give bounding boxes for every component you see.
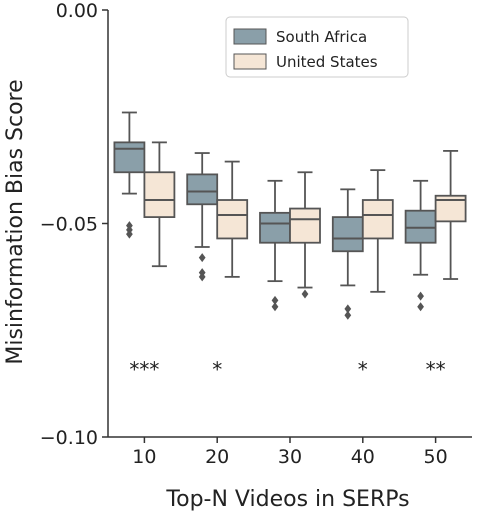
box-united-states-30 xyxy=(289,171,321,299)
x-tick-label: 10 xyxy=(132,446,156,468)
x-tick-label: 50 xyxy=(424,446,448,468)
y-tick-label: −0.05 xyxy=(40,214,98,236)
y-ticks: 0.00 −0.05 −0.10 xyxy=(40,0,108,449)
box-body xyxy=(259,211,291,244)
legend: South Africa United States xyxy=(225,16,409,78)
box-body xyxy=(289,207,321,244)
box-body xyxy=(143,171,176,218)
box-body xyxy=(404,209,437,244)
outlier-point xyxy=(198,253,206,263)
y-axis-label: Misinformation Bias Score xyxy=(3,79,28,364)
legend-frame xyxy=(225,16,409,78)
significance-label: * xyxy=(212,358,222,382)
box-south-africa-30 xyxy=(259,179,291,312)
outlier-point xyxy=(344,304,352,314)
outlier-point xyxy=(301,289,309,299)
outlier-point xyxy=(198,272,206,282)
box-groups xyxy=(113,111,467,320)
box-body xyxy=(216,199,249,240)
legend-label-united-states: United States xyxy=(276,53,378,71)
significance-label: ** xyxy=(426,358,446,382)
x-tick-label: 20 xyxy=(205,446,229,468)
outlier-point xyxy=(417,302,424,312)
box-body xyxy=(361,199,394,240)
significance-label: *** xyxy=(129,358,159,382)
box-united-states-10 xyxy=(143,141,176,268)
box-united-states-50 xyxy=(434,150,467,280)
outlier-point xyxy=(344,310,352,320)
box-south-africa-40 xyxy=(331,188,364,320)
outlier-point xyxy=(271,302,279,312)
box-body xyxy=(331,216,364,253)
outlier-point xyxy=(126,229,133,239)
x-tick-label: 30 xyxy=(278,446,302,468)
y-tick-label: −0.10 xyxy=(40,427,98,449)
box-united-states-40 xyxy=(361,169,394,293)
box-body xyxy=(186,173,219,206)
x-axis-label: Top-N Videos in SERPs xyxy=(165,487,409,512)
outlier-point xyxy=(271,295,279,305)
significance-label: * xyxy=(358,358,368,382)
legend-swatch-united-states xyxy=(233,53,267,70)
box-body xyxy=(113,141,146,174)
x-ticks: 10 20 30 40 50 xyxy=(132,437,448,468)
x-tick-label: 40 xyxy=(351,446,375,468)
legend-label-south-africa: South Africa xyxy=(276,28,367,46)
outlier-point xyxy=(417,291,424,301)
box-south-africa-10 xyxy=(113,111,146,239)
box-south-africa-20 xyxy=(186,152,219,282)
significance-markers: *** * * ** xyxy=(129,358,445,382)
y-tick-label: 0.00 xyxy=(56,0,98,22)
legend-swatch-south-africa xyxy=(233,28,267,45)
box-united-states-20 xyxy=(216,160,249,278)
box-south-africa-50 xyxy=(404,179,437,312)
